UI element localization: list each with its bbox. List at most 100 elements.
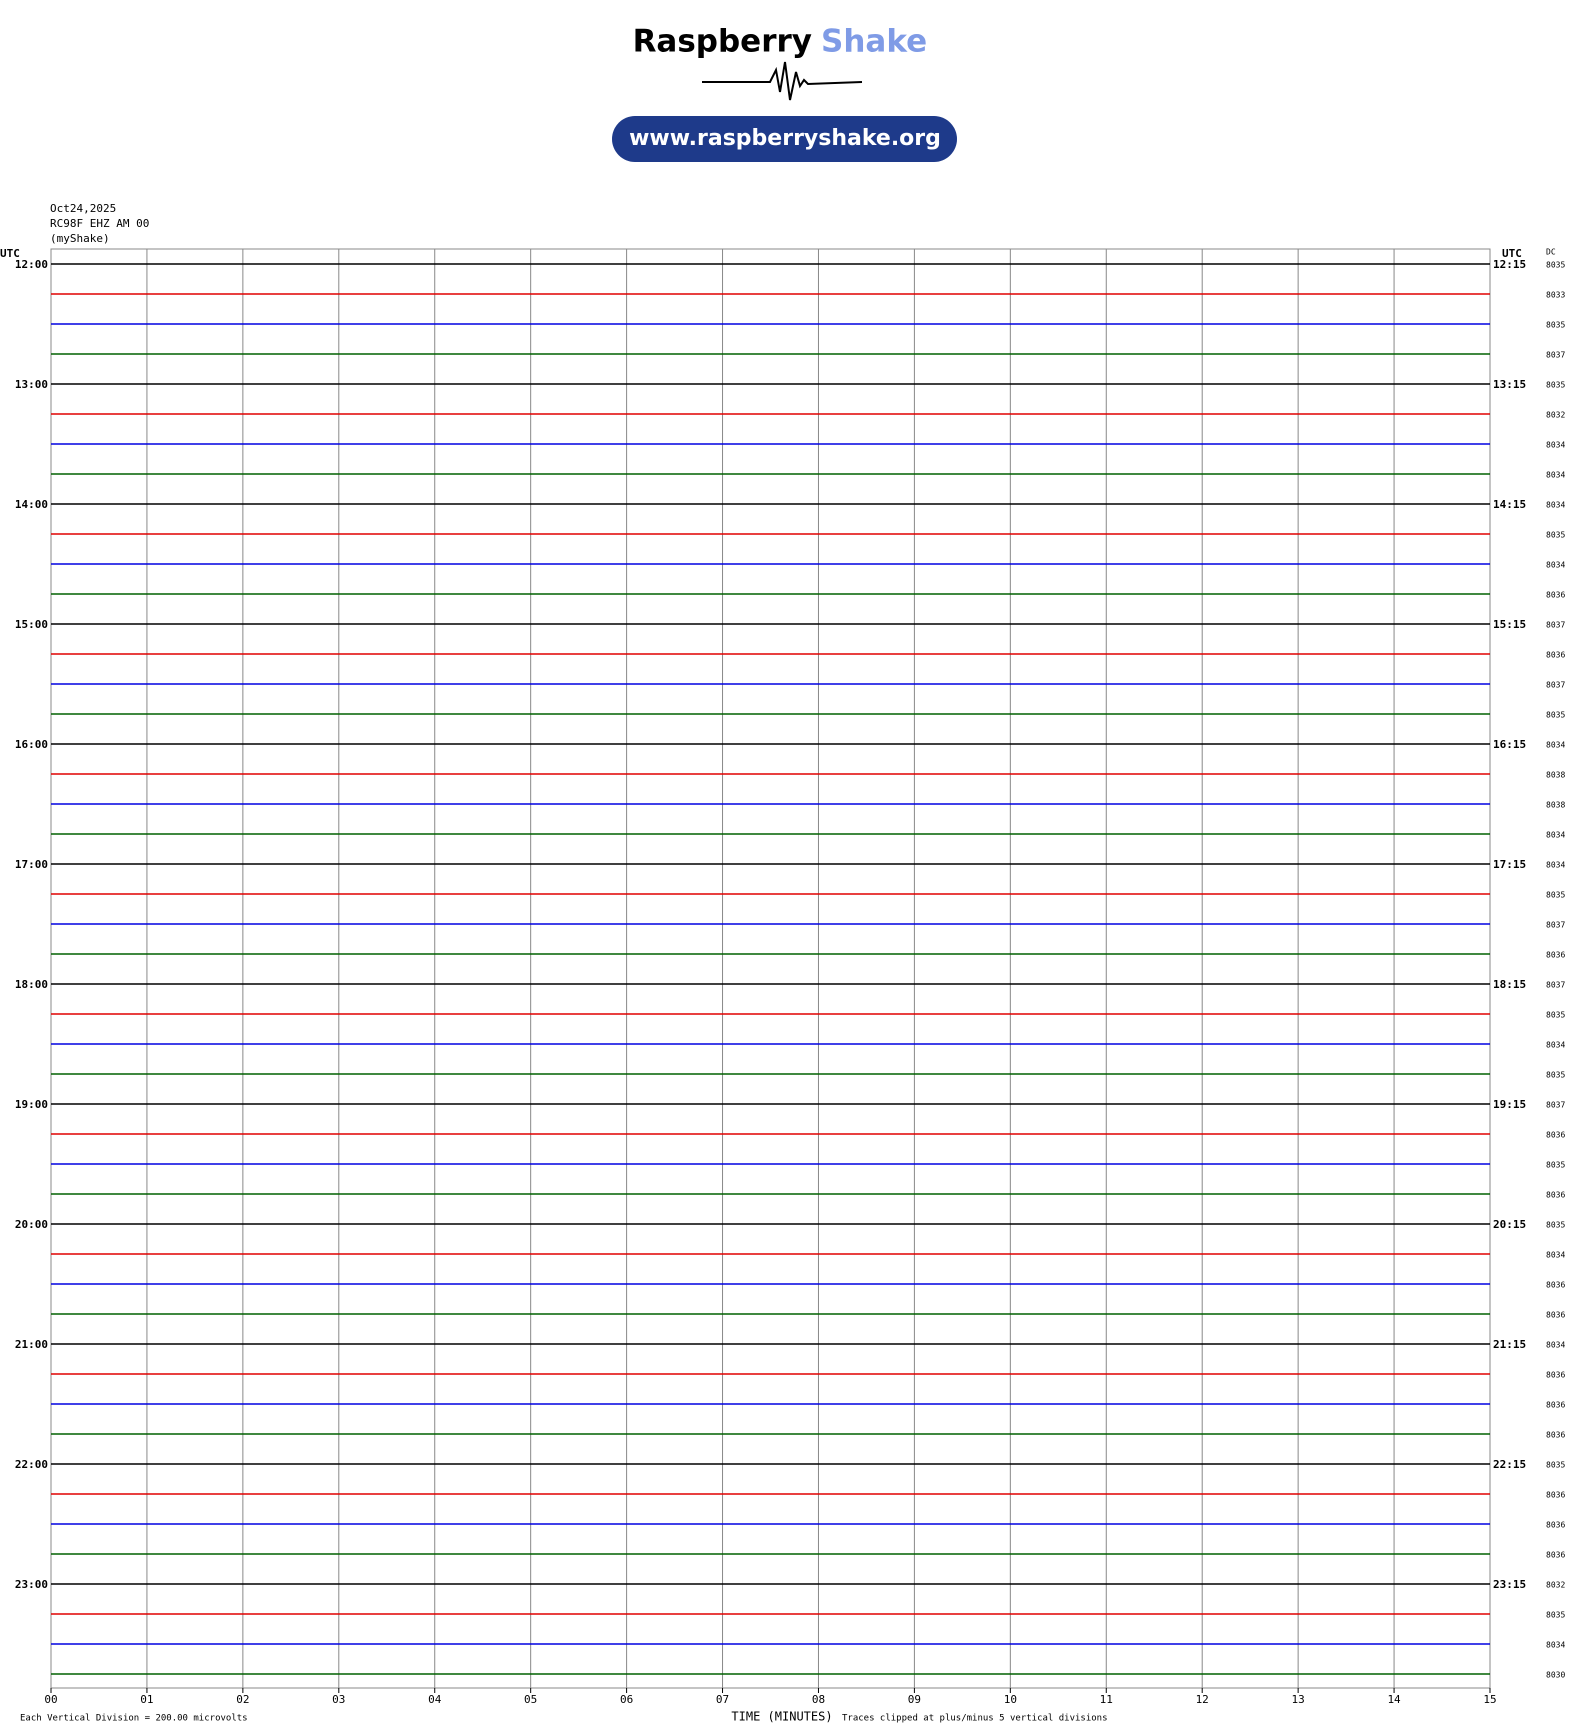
left-time-label: 14:00 [15,498,48,511]
station: RC98F EHZ AM 00 [50,217,149,230]
left-time-label: 15:00 [15,618,48,631]
plot-frame [50,248,1491,1689]
left-time-label: 18:00 [15,978,48,991]
dc-value: 8036 [1546,1521,1565,1530]
right-axis-label: UTC [1502,247,1522,260]
dc-value: 8036 [1546,1551,1565,1560]
dc-value: 8036 [1546,1311,1565,1320]
dc-value: 8032 [1546,411,1565,420]
dc-value: 8037 [1546,621,1565,630]
left-time-label: 20:00 [15,1218,48,1231]
dc-value: 8035 [1546,1161,1565,1170]
x-tick-label: 13 [1292,1693,1305,1706]
dc-value: 8034 [1546,861,1565,870]
right-time-label: 22:15 [1493,1458,1526,1471]
dc-value: 8035 [1546,711,1565,720]
left-time-label: 17:00 [15,858,48,871]
x-tick-label: 01 [140,1693,153,1706]
dc-value: 8036 [1546,1401,1565,1410]
dc-value: 8034 [1546,1341,1565,1350]
dc-value: 8034 [1546,471,1565,480]
dc-value: 8036 [1546,1191,1565,1200]
dc-value: 8036 [1546,1431,1565,1440]
brand-second: Shake [821,24,927,60]
x-tick-label: 04 [428,1693,442,1706]
dc-value: 8034 [1546,831,1565,840]
dc-value: 8037 [1546,981,1565,990]
x-tick-label: 02 [236,1693,249,1706]
dc-value: 8037 [1546,681,1565,690]
dc-value: 8035 [1546,1611,1565,1620]
dc-value: 8036 [1546,1281,1565,1290]
dc-value: 8037 [1546,921,1565,930]
right-time-label: 19:15 [1493,1098,1526,1111]
x-tick-label: 05 [524,1693,537,1706]
dc-value: 8030 [1546,1671,1565,1680]
right-time-label: 16:15 [1493,738,1526,751]
logo-squiggle [702,61,863,101]
url[interactable]: www.raspberryshake.org [629,126,941,151]
left-axis-label: UTC [0,247,20,260]
left-time-label: 23:00 [15,1578,48,1591]
dc-value: 8034 [1546,1641,1565,1650]
right-time-label: 20:15 [1493,1218,1526,1231]
left-time-label: 19:00 [15,1098,48,1111]
dc-value: 8035 [1546,1071,1565,1080]
right-time-label: 17:15 [1493,858,1526,871]
x-tick-label: 12 [1196,1693,1209,1706]
right-time-label: 14:15 [1493,498,1526,511]
dc-value: 8034 [1546,501,1565,510]
x-tick-label: 08 [812,1693,825,1706]
x-tick-label: 00 [44,1693,57,1706]
scale-note: Each Vertical Division = 200.00 microvol… [20,1714,248,1724]
right-time-label: 12:15 [1493,258,1526,271]
dc-value: 8036 [1546,1131,1565,1140]
dc-value: 8038 [1546,801,1565,810]
dc-value: 8036 [1546,651,1565,660]
brand-first: Raspberry [633,24,812,60]
dc-value: 8037 [1546,351,1565,360]
url-pill[interactable] [612,116,957,162]
dc-value: 8035 [1546,381,1565,390]
x-axis-label: TIME (MINUTES) [731,1710,832,1724]
dc-value: 8036 [1546,1491,1565,1500]
dc-value: 8034 [1546,1251,1565,1260]
x-tick-label: 06 [620,1693,633,1706]
dc-value: 8034 [1546,441,1565,450]
dc-value: 8035 [1546,261,1565,270]
dc-value: 8034 [1546,561,1565,570]
right-time-label: 15:15 [1493,618,1526,631]
x-tick-label: 15 [1483,1693,1496,1706]
left-time-label: 16:00 [15,738,48,751]
clip-note: Traces clipped at plus/minus 5 vertical … [842,1714,1108,1724]
right-time-label: 21:15 [1493,1338,1526,1351]
right-time-label: 18:15 [1493,978,1526,991]
x-tick-label: 10 [1004,1693,1017,1706]
dc-value: 8035 [1546,321,1565,330]
left-time-label: 12:00 [15,258,48,271]
date: Oct24,2025 [50,202,116,215]
dc-value: 8032 [1546,1581,1565,1590]
x-tick-label: 11 [1100,1693,1113,1706]
x-tick-label: 14 [1387,1693,1401,1706]
x-tick-label: 07 [716,1693,729,1706]
dc-value: 8033 [1546,291,1565,300]
right-time-label: 23:15 [1493,1578,1526,1591]
dc-label: DC [1546,248,1556,257]
dc-value: 8034 [1546,741,1565,750]
network: (myShake) [50,232,110,245]
x-tick-label: 09 [908,1693,921,1706]
x-tick-label: 03 [332,1693,345,1706]
dc-value: 8035 [1546,1221,1565,1230]
dc-value: 8035 [1546,1461,1565,1470]
dc-value: 8035 [1546,1011,1565,1020]
dc-value: 8035 [1546,891,1565,900]
right-time-label: 13:15 [1493,378,1526,391]
dc-value: 8034 [1546,1041,1565,1050]
left-time-label: 22:00 [15,1458,48,1471]
left-time-label: 21:00 [15,1338,48,1351]
left-time-label: 13:00 [15,378,48,391]
dc-value: 8036 [1546,951,1565,960]
dc-value: 8036 [1546,1371,1565,1380]
